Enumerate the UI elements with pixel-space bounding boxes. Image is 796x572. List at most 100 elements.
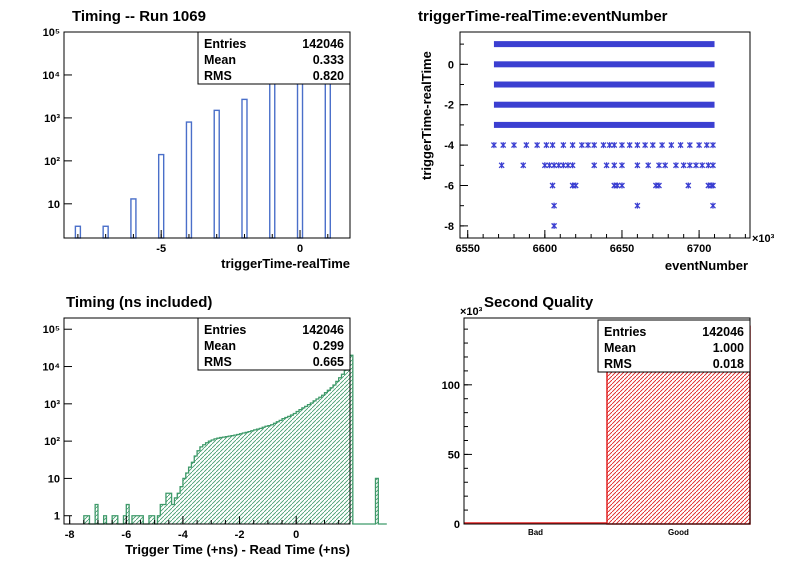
scatter-point — [710, 202, 716, 209]
bar — [157, 153, 165, 239]
y-tick-label: 10³ — [44, 399, 60, 411]
stat-value: 142046 — [302, 323, 344, 337]
histogram — [83, 354, 387, 525]
y-tick-label: 10² — [44, 436, 60, 448]
stat-label: RMS — [204, 69, 232, 83]
stats-box: Entries 142046 Mean 0.333 RMS 0.820 — [197, 31, 351, 85]
scatter-point — [619, 142, 625, 149]
scatter-point — [560, 162, 567, 169]
y-tick-label: 10 — [48, 473, 60, 485]
stat-value: 142046 — [702, 325, 744, 339]
y-tick-label: 50 — [448, 449, 460, 461]
x-tick-label: -4 — [178, 529, 189, 541]
scatter-point — [549, 182, 556, 189]
scatter-point — [543, 142, 550, 149]
scatter-point — [565, 162, 571, 169]
y-tick-label: -6 — [444, 180, 454, 192]
y-tick-label: 10² — [44, 156, 60, 168]
plot-frame — [459, 31, 751, 239]
bar — [130, 198, 137, 239]
scatter-point — [619, 182, 625, 189]
stat-label: RMS — [204, 355, 232, 369]
y-tick-label: 10⁵ — [43, 324, 60, 336]
scatter-point — [672, 162, 679, 169]
scatter-band — [493, 81, 715, 88]
scatter-point — [600, 142, 607, 149]
scatter-point — [549, 142, 556, 149]
scatter-point — [686, 142, 693, 149]
scatter-point — [490, 142, 497, 149]
scatter-point — [703, 142, 710, 149]
y-tick-label: 10 — [48, 199, 60, 211]
scatter-point — [585, 142, 591, 149]
stats-box-border — [597, 319, 751, 373]
stats-box: Entries 142046 Mean 0.299 RMS 0.665 — [197, 317, 351, 371]
scatter-point — [534, 142, 541, 149]
scatter-point — [634, 142, 641, 149]
y-tick-label: 1 — [54, 511, 60, 523]
scatter-point — [611, 162, 618, 169]
scatter-point — [611, 142, 618, 149]
plot-frame — [463, 317, 751, 525]
panel-timing-ns: Timing (ns included) -8 -6 -4 -2 0 1 10 10² 10³ 1… — [42, 294, 387, 557]
y-tick-label: 0 — [454, 519, 460, 531]
stat-label: Entries — [604, 325, 646, 339]
x-tick-label: 6700 — [687, 243, 711, 255]
x-tick-label: 0 — [293, 529, 299, 541]
x-exponent: ×10³ — [752, 233, 775, 245]
stat-label: Mean — [604, 341, 636, 355]
stat-value: 0.299 — [313, 339, 344, 353]
scatter-band — [493, 101, 715, 108]
scatter-point — [560, 142, 567, 149]
bar — [213, 109, 220, 239]
x-axis-label: triggerTime-realTime — [221, 256, 350, 271]
scatter-point — [569, 142, 576, 149]
x-tick-label: -8 — [65, 529, 75, 541]
scatter-point — [619, 162, 625, 169]
y-tick-label: -2 — [444, 100, 454, 112]
y-tick-label: 100 — [442, 380, 460, 392]
stat-value: 0.665 — [313, 355, 344, 369]
scatter-point — [569, 162, 576, 169]
x-tick-label: 0 — [297, 243, 303, 255]
scatter-point — [555, 162, 562, 169]
scatter-point — [699, 162, 706, 169]
x-tick-label: -5 — [156, 243, 166, 255]
y-exponent: ×10³ — [460, 306, 483, 318]
scatter-point — [523, 142, 530, 149]
scatter-point — [705, 162, 712, 169]
x-tick-label: 6600 — [533, 243, 557, 255]
y-tick-label: -4 — [444, 140, 455, 152]
stats-box: Entries 142046 Mean 1.000 RMS 0.018 — [597, 319, 751, 373]
scatter-point — [614, 182, 621, 189]
x-tick-label: -6 — [121, 529, 131, 541]
panel-second-quality: Second Quality Bad Good 0 50 100 ×10³ Entries… — [442, 294, 751, 537]
stat-value: 0.820 — [313, 69, 344, 83]
y-tick-label: 10⁴ — [42, 362, 60, 374]
axes: Bad Good 0 50 100 ×10³ — [442, 306, 689, 537]
scatter-point — [685, 182, 692, 189]
scatter-point — [634, 202, 641, 209]
scatter-points — [490, 41, 716, 229]
x-axis-label: Trigger Time (+ns) - Read Time (+ns) — [125, 542, 350, 557]
x-category-label: Bad — [528, 528, 543, 537]
scatter-point — [710, 162, 716, 169]
scatter-point — [710, 142, 716, 149]
chart-title: triggerTime-realTime:eventNumber — [418, 8, 668, 25]
scatter-band — [493, 61, 715, 68]
stat-value: 142046 — [302, 37, 344, 51]
scatter-point — [551, 202, 558, 209]
stat-value: 0.333 — [313, 53, 344, 67]
scatter-point — [546, 162, 553, 169]
scatter-point — [662, 162, 669, 169]
bar — [241, 98, 248, 239]
y-axis-label: triggerTime-realTime — [419, 51, 434, 180]
axes: -8 -6 -4 -2 0 1 10 10² 10³ 10⁴ 10⁵ — [42, 324, 340, 541]
scatter-band — [493, 41, 715, 48]
scatter-point — [680, 162, 687, 169]
scatter-point — [578, 142, 585, 149]
scatter-point — [520, 162, 527, 169]
scatter-band — [493, 121, 715, 128]
scatter-point — [511, 142, 517, 149]
